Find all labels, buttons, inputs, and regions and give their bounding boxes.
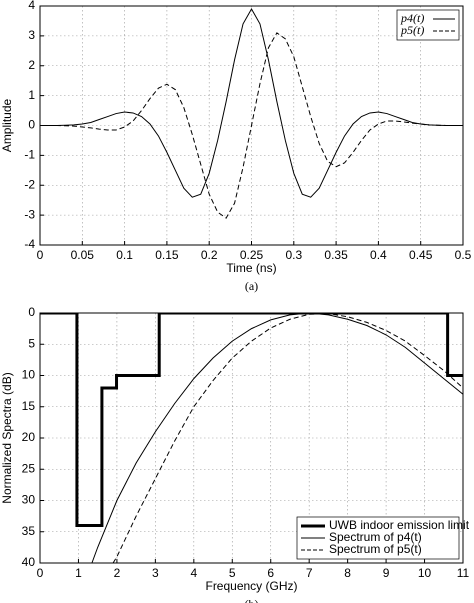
y-tick-label: 10: [22, 368, 36, 382]
series-line: [91, 313, 463, 563]
y-tick-label: 3: [28, 28, 35, 42]
series-line: [40, 7, 463, 198]
x-tick-label: 0.3: [285, 248, 302, 262]
series-line: [112, 313, 463, 563]
y-tick-label: -4: [24, 237, 35, 251]
x-tick-label: 0.05: [71, 248, 95, 262]
x-tick-label: 0: [37, 566, 44, 580]
legend-label: Spectrum of p5(t): [329, 542, 422, 556]
x-tick-label: 10: [418, 566, 432, 580]
y-tick-label: 20: [22, 430, 36, 444]
x-tick-label: 6: [267, 566, 274, 580]
caption: (a): [245, 279, 258, 293]
x-tick-label: 0.1: [116, 248, 133, 262]
x-tick-label: 0.35: [324, 248, 348, 262]
y-tick-label: 1: [28, 88, 35, 102]
y-tick-label: -3: [24, 207, 35, 221]
legend-box: [396, 9, 460, 41]
x-tick-label: 2: [114, 566, 121, 580]
x-tick-label: 1: [75, 566, 82, 580]
y-tick-label: 35: [22, 524, 36, 538]
x-tick-label: 4: [190, 566, 197, 580]
x-tick-label: 0.5: [455, 248, 472, 262]
y-tick-label: 15: [22, 399, 36, 413]
x-tick-label: 3: [152, 566, 159, 580]
x-axis-label: Frequency (GHz): [205, 579, 297, 593]
x-tick-label: 0.15: [155, 248, 179, 262]
y-axis-label: Normalized Spectra (dB): [0, 372, 14, 503]
x-tick-label: 5: [229, 566, 236, 580]
x-tick-label: 11: [457, 566, 470, 580]
x-tick-label: 0: [37, 248, 44, 262]
x-tick-label: 0.4: [370, 248, 387, 262]
y-tick-label: 5: [28, 336, 35, 350]
x-tick-label: 7: [306, 566, 313, 580]
y-tick-label: 2: [28, 58, 35, 72]
series-line: [40, 32, 463, 219]
x-tick-label: 8: [344, 566, 351, 580]
y-axis-label: Amplitude: [0, 99, 14, 153]
x-tick-label: 0.45: [409, 248, 433, 262]
x-tick-label: 9: [383, 566, 390, 580]
y-tick-label: -1: [24, 148, 35, 162]
x-axis-label: Time (ns): [226, 261, 276, 275]
caption: (b): [245, 597, 259, 603]
legend-label: p4(t): [400, 11, 424, 25]
y-tick-label: 40: [22, 555, 36, 569]
y-tick-label: 0: [28, 305, 35, 319]
y-tick-label: 30: [22, 493, 36, 507]
y-tick-label: 0: [28, 118, 35, 132]
legend-label: Spectrum of p4(t): [329, 530, 422, 544]
legend-label: p5(t): [400, 23, 424, 37]
x-tick-label: 0.2: [201, 248, 218, 262]
x-tick-label: 0.25: [240, 248, 264, 262]
legend-label: UWB indoor emission limit: [329, 518, 470, 532]
y-tick-label: 25: [22, 461, 36, 475]
series-line: [40, 313, 463, 527]
y-tick-label: 4: [28, 0, 35, 12]
y-tick-label: -2: [24, 177, 35, 191]
